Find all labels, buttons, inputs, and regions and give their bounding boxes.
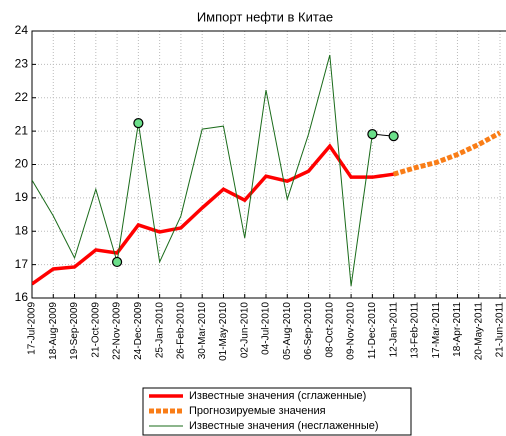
- legend-label: Известные значения (сглаженные): [189, 390, 366, 402]
- x-tick-label: 22-Nov-2009: [112, 302, 123, 360]
- x-tick-label: 02-Jun-2010: [239, 302, 250, 359]
- y-tick-label: 18: [15, 223, 29, 237]
- x-tick-label: 24-Dec-2009: [133, 302, 144, 360]
- x-tick-label: 17-Mar-2011: [431, 302, 442, 359]
- x-tick-label: 13-Feb-2011: [410, 302, 421, 359]
- series-line: [392, 130, 502, 177]
- x-tick-label: 18-Apr-2011: [452, 302, 463, 357]
- x-tick-label: 30-Mar-2010: [197, 302, 208, 360]
- y-tick-label: 24: [15, 23, 29, 37]
- legend-box: [142, 387, 412, 436]
- x-tick-label: 21-Oct-2009: [90, 302, 101, 358]
- x-tick-label: 12-Jan-2011: [388, 302, 399, 358]
- series-line: [32, 54, 373, 287]
- marker: [367, 129, 378, 140]
- x-tick-label: 08-Oct-2010: [324, 302, 335, 358]
- marker: [111, 256, 123, 268]
- y-tick-label: 22: [15, 90, 29, 104]
- y-tick-label: 17: [15, 257, 29, 271]
- x-tick-label: 09-Nov-2010: [346, 302, 357, 360]
- y-tick-label: 21: [15, 123, 29, 137]
- x-tick-label: 11-Dec-2010: [367, 302, 378, 360]
- x-tick-label: 26-Feb-2010: [176, 302, 187, 360]
- legend-label: Известные значения (несглаженные): [189, 420, 379, 432]
- x-tick-label: 25-Jan-2010: [154, 302, 165, 359]
- x-tick-label: 17-Jul-2009: [27, 302, 38, 355]
- x-tick-label: 04-Jul-2010: [261, 302, 272, 355]
- x-tick-label: 21-Jun-2011: [495, 302, 506, 358]
- marker: [388, 131, 399, 142]
- x-tick-label: 18-Aug-2009: [48, 302, 59, 360]
- x-tick-label: 19-Sep-2009: [69, 302, 80, 360]
- axes-box: [31, 30, 506, 299]
- marker: [133, 118, 144, 129]
- x-tick-label: 01-May-2010: [218, 302, 229, 361]
- chart-title: Импорт нефти в Китае: [197, 9, 333, 24]
- series-line: [32, 143, 394, 286]
- x-tick-label: 05-Aug-2010: [282, 302, 293, 360]
- x-tick-label: 06-Sep-2010: [303, 302, 314, 360]
- y-tick-label: 23: [15, 57, 29, 71]
- legend-label: Прогнозируемые значения: [189, 405, 326, 417]
- y-tick-label: 16: [15, 290, 29, 304]
- x-tick-label: 20-May-2011: [473, 302, 484, 361]
- y-tick-label: 20: [15, 157, 29, 171]
- y-tick-label: 19: [15, 190, 29, 204]
